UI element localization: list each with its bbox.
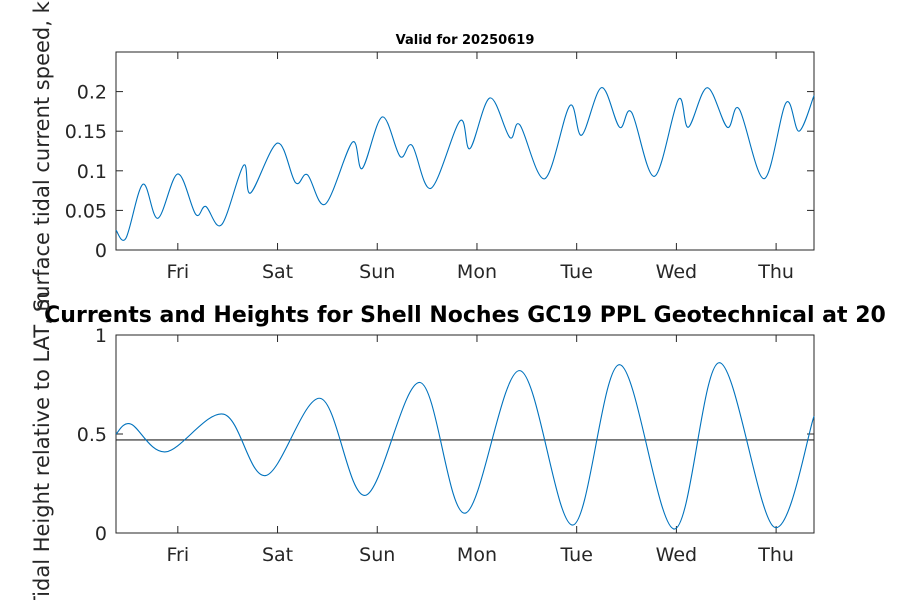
tidal-height-x-tick-label: Sat [262, 544, 293, 566]
current-speed-y-tick-label: 0 [95, 240, 107, 262]
current-speed-x-tick-label: Fri [167, 261, 190, 283]
current-speed-x-tick-label: Wed [656, 261, 697, 283]
tidal-height-y-tick-label: 0 [95, 523, 107, 545]
tidal-height-y-tick-label: 1 [95, 325, 107, 347]
tidal-height-x-tick-label: Wed [656, 544, 697, 566]
tidal-height-x-tick-label: Tue [559, 544, 592, 566]
current-speed-x-axis: Fri Sat Sun Mon Tue Wed Thu [167, 52, 794, 283]
current-speed-y-tick-label: 0.2 [77, 82, 107, 104]
current-speed-series [115, 87, 815, 241]
current-speed-y-axis: 0 0.05 0.1 0.15 0.2 [65, 82, 814, 262]
tidal-height-chart: Currents and Heights for Shell Noches GC… [44, 303, 886, 566]
tidal-height-x-tick-label: Sun [359, 544, 395, 566]
current-speed-x-tick-label: Mon [457, 261, 497, 283]
tidal-height-y-label: Tidal Height relative to LAT, m [30, 291, 54, 600]
current-speed-chart: Valid for 20250619 0 0.05 0.1 0.15 0.2 Fri Sa… [65, 33, 815, 283]
current-speed-x-tick-label: Tue [559, 261, 592, 283]
tidal-height-x-tick-label: Mon [457, 544, 497, 566]
current-speed-series-line [115, 87, 815, 241]
tidal-height-chart-title: Currents and Heights for Shell Noches GC… [44, 303, 886, 328]
tidal-height-series [115, 362, 815, 530]
current-speed-x-tick-label: Sat [262, 261, 293, 283]
tidal-height-x-tick-label: Fri [167, 544, 190, 566]
tidal-height-series-line [115, 362, 815, 530]
current-speed-y-label: Surface tidal current speed, kn [30, 0, 54, 312]
current-speed-x-tick-label: Sun [359, 261, 395, 283]
current-speed-chart-title: Valid for 20250619 [396, 33, 535, 48]
current-speed-y-tick-label: 0.1 [77, 161, 107, 183]
current-speed-y-tick-label: 0.05 [65, 200, 107, 222]
tidal-height-y-tick-label: 0.5 [77, 424, 107, 446]
tidal-height-y-axis: 00.51 [77, 325, 814, 545]
current-speed-axes-frame [115, 51, 815, 251]
current-speed-y-tick-label: 0.15 [65, 121, 107, 143]
tidal-height-x-tick-label: Thu [757, 544, 794, 566]
current-speed-x-tick-label: Thu [757, 261, 794, 283]
tidal-height-x-axis: Fri Sat Sun Mon Tue Wed Thu [167, 335, 794, 566]
